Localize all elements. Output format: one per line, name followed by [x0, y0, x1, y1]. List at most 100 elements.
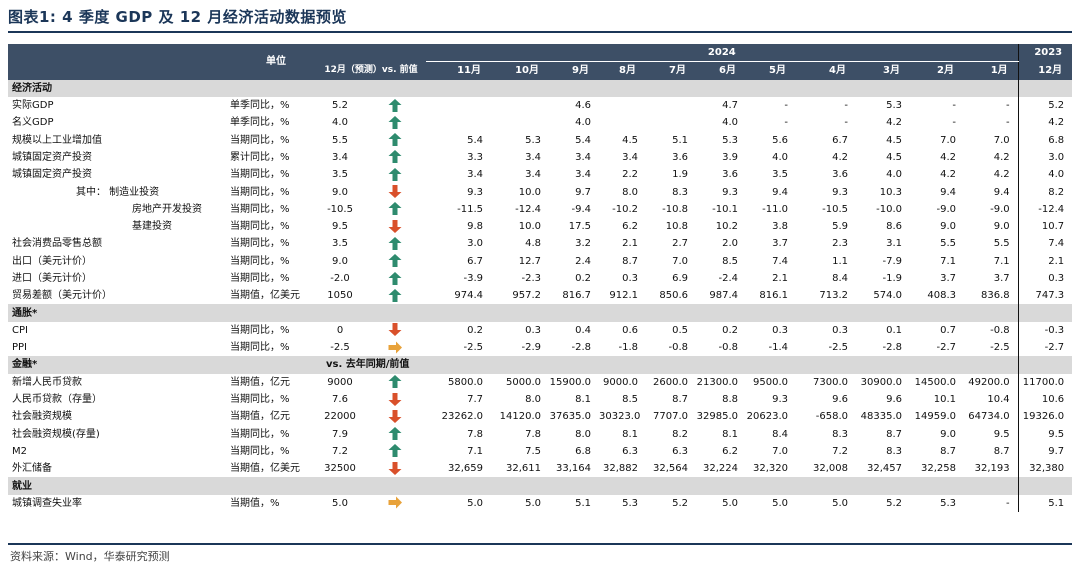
cell-value: 9.0 [940, 428, 956, 440]
arrow-up-icon [388, 236, 402, 250]
row-unit: 当期同比，% [230, 428, 290, 440]
cell-value: 9.4 [772, 186, 788, 198]
cell-value: -2.7 [936, 342, 956, 354]
cell-value: 9.0 [993, 221, 1010, 233]
arrow-right-icon [388, 496, 402, 509]
cell-value: 5.6 [772, 134, 788, 146]
cell-value: 3.6 [722, 169, 738, 181]
cell-value: -2.7 [1017, 339, 1073, 357]
arrow-up-icon [388, 375, 402, 389]
cell-value: 8.7 [672, 394, 688, 406]
cell-value: 0.3 [832, 324, 848, 336]
cell-value: 9.3 [772, 394, 788, 406]
forecast-value: 7.6 [332, 394, 348, 406]
cell-value: -1.4 [768, 342, 788, 354]
table-row: 城镇调查失业率 当期值，% 5.0 5.0 5.0 5.1 5.3 5.2 5.0 5.0 5.0 5… [8, 494, 1073, 513]
cell-value: 0.2 [467, 324, 483, 336]
cell-value: 8.3 [832, 428, 848, 440]
cell-value: 2.1 [772, 273, 788, 284]
cell-value: -9.0 [990, 203, 1010, 215]
cell-value: 14120.0 [499, 411, 541, 423]
cell-value: 12.7 [518, 255, 541, 267]
table-row: 人民币贷款（存量） 当期同比，% 7.6 7.7 8.0 8.1 8.5 8.7 8.8 9.3 9… [8, 390, 1073, 409]
cell-value [426, 97, 491, 114]
cell-value: 5.1 [672, 134, 688, 146]
row-unit: 当期同比，% [230, 238, 290, 250]
row-unit: 当期同比，% [230, 203, 290, 215]
row-label: 进口（美元计价） [12, 273, 92, 284]
row-unit: 当期同比，% [230, 186, 290, 198]
section-title: 经济活动 [8, 79, 316, 97]
section-title: 通胀* [8, 304, 316, 322]
cell-value: 4.2 [832, 151, 848, 163]
cell-value: 4.2 [940, 151, 956, 163]
cell-value: 6.2 [722, 445, 738, 457]
cell-value: 0.5 [672, 324, 688, 336]
arrow-up-icon [388, 271, 402, 285]
row-unit: 当期值，亿美元 [230, 463, 300, 475]
arrow-up-icon [388, 115, 402, 129]
section-note [316, 79, 599, 97]
cell-value: -11.0 [762, 203, 788, 215]
cell-value: 10.2 [715, 221, 738, 233]
cell-value: 912.1 [609, 290, 638, 302]
cell-value: -2.8 [882, 342, 902, 354]
cell-value: 6.2 [622, 221, 638, 233]
table-row: 其中： 制造业投资 当期同比，% 9.0 9.3 10.0 9.7 8.0 8.3 9.3 9.4… [8, 183, 1073, 201]
cell-value: 3.4 [525, 151, 541, 163]
cell-value: 5.2 [672, 497, 688, 509]
cell-value: 8.4 [772, 428, 788, 440]
arrow-down-icon [388, 185, 402, 199]
cell-value: 0.3 [525, 324, 541, 336]
forecast-value: 7.2 [332, 445, 348, 457]
row-label: CPI [12, 324, 28, 336]
forecast-value: -2.0 [330, 273, 350, 284]
forecast-value: -2.5 [330, 342, 350, 354]
cell-value: 2.0 [722, 238, 738, 250]
cell-value: 987.4 [709, 290, 738, 302]
cell-value: 5.3 [940, 497, 956, 509]
figure-title: 图表1: 4 季度 GDP 及 12 月经济活动数据预览 [8, 8, 347, 26]
cell-value: 11700.0 [1017, 373, 1073, 391]
cell-value: 4.5 [886, 151, 902, 163]
table-row: 出口（美元计价） 当期同比，% 9.0 6.7 12.7 2.4 8.7 7.0 8.5 7.4 1… [8, 252, 1073, 270]
cell-value: 3.4 [622, 151, 638, 163]
cell-value: 747.3 [1017, 287, 1073, 305]
cell-value: 7.4 [772, 255, 788, 267]
cell-value: 5.0 [525, 497, 541, 509]
row-unit: 累计同比，% [230, 151, 290, 163]
cell-value [646, 97, 696, 114]
cell-value: - [844, 100, 848, 112]
cell-value: 574.0 [873, 290, 902, 302]
cell-value: 8.3 [886, 445, 902, 457]
cell-value: -11.5 [457, 203, 483, 215]
cell-value: 0.4 [575, 324, 591, 336]
column-header: 11月 [426, 61, 491, 80]
cell-value: 1.9 [672, 169, 688, 181]
row-label: 社会消费品零售总额 [12, 238, 102, 250]
cell-value: 2.4 [575, 255, 591, 267]
cell-value: 8.0 [525, 394, 541, 406]
column-header: 12月 [1017, 61, 1073, 80]
column-header: 3月 [856, 61, 910, 80]
row-unit: 当期同比，% [230, 394, 290, 406]
table-row: 房地产开发投资 当期同比，% -10.5 -11.5 -12.4 -9.4 -10.2 -10… [8, 200, 1073, 218]
row-label: 其中： 制造业投资 [76, 186, 160, 198]
cell-value: -0.8 [718, 342, 738, 354]
cell-value: 5800.0 [448, 376, 483, 388]
cell-value: 9.3 [832, 186, 848, 198]
row-unit: 当期同比，% [230, 342, 290, 354]
table-row: 社会融资规模(存量) 当期同比，% 7.9 7.8 7.8 8.0 8.1 8.2 8.1 8.4… [8, 425, 1073, 443]
forecast-value: 4.0 [332, 117, 348, 129]
column-header: 6月 [696, 61, 746, 80]
cell-value: 0.3 [772, 324, 788, 336]
cell-value: 3.6 [832, 169, 848, 181]
cell-value: 7300.0 [813, 376, 848, 388]
forecast-value: 5.0 [332, 497, 348, 509]
cell-value: 7.0 [772, 445, 788, 457]
cell-value [491, 97, 549, 114]
cell-value: 4.0 [722, 117, 738, 129]
cell-value: - [952, 117, 956, 129]
column-header: 12月（预测）vs. 前值 [316, 61, 426, 80]
cell-value: 8.5 [622, 394, 638, 406]
